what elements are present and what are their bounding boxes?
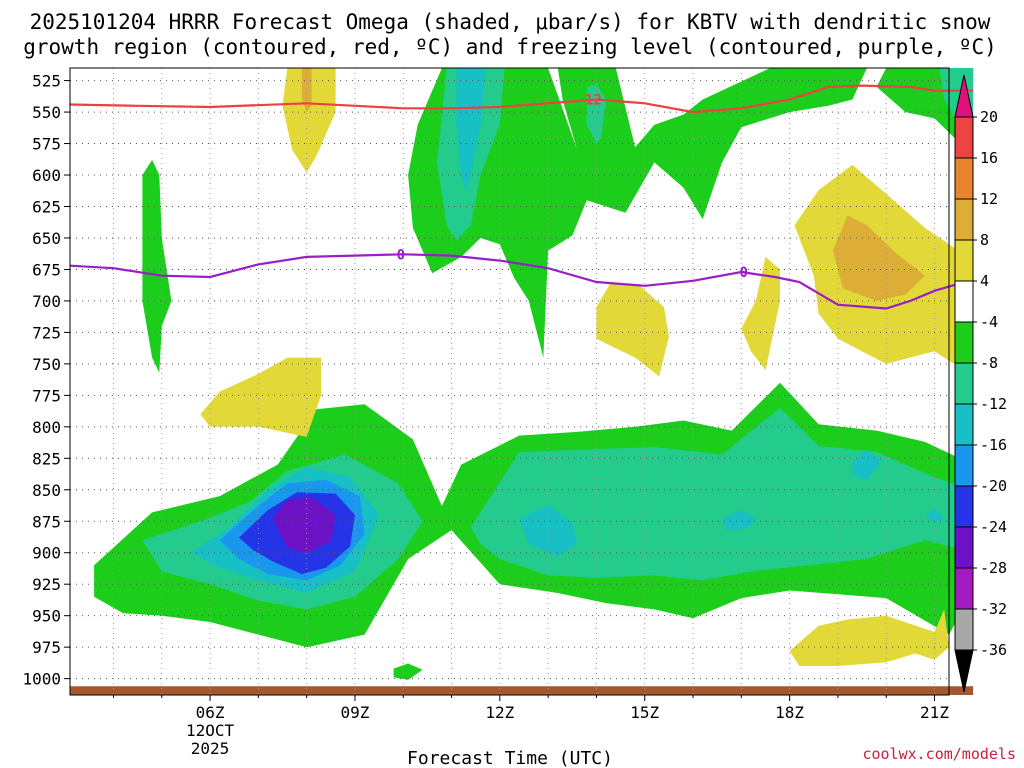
x-tick-label: 09Z (340, 703, 369, 722)
y-tick-label: 650 (32, 229, 61, 248)
colorbar-segment (954, 485, 974, 528)
y-tick-label: 750 (32, 355, 61, 374)
x-tick-label: 15Z (630, 703, 659, 722)
omega-region (393, 663, 423, 680)
omega-region (470, 407, 974, 581)
colorbar-label: -28 (980, 559, 1007, 577)
contour-lines: -12 0 0 (69, 84, 974, 310)
omega-region (833, 215, 925, 301)
colorbar-segment (954, 198, 974, 241)
omega-region (852, 449, 882, 480)
chart-title-line1: 2025101204 HRRR Forecast Omega (shaded, … (30, 10, 991, 34)
colorbar-label: 16 (980, 149, 998, 167)
y-tick-label: 1000 (22, 670, 61, 689)
y-tick-label: 975 (32, 638, 61, 657)
omega-region (789, 609, 949, 666)
omega-region (142, 159, 172, 373)
y-tick-label: 700 (32, 292, 61, 311)
y-tick-label: 850 (32, 481, 61, 500)
omega-region (70, 686, 974, 695)
omega-region (741, 256, 780, 371)
y-tick-label: 925 (32, 575, 61, 594)
omega-region (924, 508, 945, 524)
colorbar-label: 8 (980, 231, 989, 249)
omega-region (282, 68, 336, 173)
y-tick-label: 575 (32, 135, 61, 154)
colorbar-label: -24 (980, 518, 1007, 536)
y-tick-label: 900 (32, 544, 61, 563)
colorbar-segment (954, 362, 974, 405)
colorbar-label: 4 (980, 272, 989, 290)
y-tick-label: 875 (32, 512, 61, 531)
x-tick-label: 21Z (920, 703, 949, 722)
x-axis-label: Forecast Time (UTC) (407, 748, 613, 768)
y-tick-label: 800 (32, 418, 61, 437)
y-tick-label: 950 (32, 607, 61, 626)
y-tick-label: 825 (32, 449, 61, 468)
colorbar-segment (954, 157, 974, 200)
plot-frame (69, 67, 950, 696)
colorbar-label: -20 (980, 477, 1007, 495)
omega-region (519, 504, 578, 557)
y-tick-label: 775 (32, 386, 61, 405)
credit-text: coolwx.com/models (862, 745, 1016, 763)
omega-region (272, 497, 336, 553)
colorbar-label: -12 (980, 395, 1007, 413)
colorbar-segment (954, 321, 974, 364)
omega-region (596, 282, 669, 377)
freezing-level-label-2: 0 (740, 265, 748, 281)
colorbar-segment (954, 526, 974, 569)
colorbar-segment (954, 239, 974, 282)
omega-region (408, 68, 867, 358)
colorbar-bottom-arrow (954, 649, 974, 693)
colorbar-segment (954, 444, 974, 487)
y-tick-label: 525 (32, 72, 61, 91)
y-tick-label: 675 (32, 260, 61, 279)
colorbar-label: -16 (980, 436, 1007, 454)
grid (70, 68, 949, 695)
colorbar-label: -32 (980, 600, 1007, 618)
y-tick-label: 725 (32, 323, 61, 342)
colorbar-label: -36 (980, 641, 1007, 659)
x-tick-date: 12OCT (186, 721, 235, 740)
colorbar: 20 16 12 8 4 -4 -8 -12 -16 -20 -24 -28 -32 -36 (954, 74, 1007, 693)
y-tick-label: 625 (32, 197, 61, 216)
colorbar-label: -4 (980, 313, 998, 331)
colorbar-label: 20 (980, 108, 998, 126)
dgz-contour-line (69, 84, 974, 114)
omega-region (301, 68, 312, 113)
freezing-level-line (69, 253, 974, 310)
omega-region (722, 509, 756, 531)
y-tick-label: 550 (32, 103, 61, 122)
colorbar-segment (954, 403, 974, 446)
y-tick-label: 600 (32, 166, 61, 185)
y-axis-ticks: 525 550 575 600 625 650 675 700 725 750 775 800 825 8… (22, 72, 70, 689)
dgz-contour-label: -12 (577, 92, 602, 108)
colorbar-segment (954, 567, 974, 610)
colorbar-label: 12 (980, 190, 998, 208)
colorbar-segment (954, 280, 974, 323)
omega-region (200, 357, 322, 437)
colorbar-segment (954, 116, 974, 159)
x-tick-label: 06Z (196, 703, 225, 722)
x-tick-label: 12Z (485, 703, 514, 722)
colorbar-segment (954, 608, 974, 651)
omega-region (456, 68, 486, 191)
freezing-level-label-1: 0 (397, 247, 405, 263)
chart-title-line2: growth region (contoured, red, ºC) and f… (23, 35, 997, 59)
colorbar-label: -8 (980, 354, 998, 372)
x-tick-label: 18Z (775, 703, 804, 722)
x-tick-year: 2025 (191, 739, 230, 758)
